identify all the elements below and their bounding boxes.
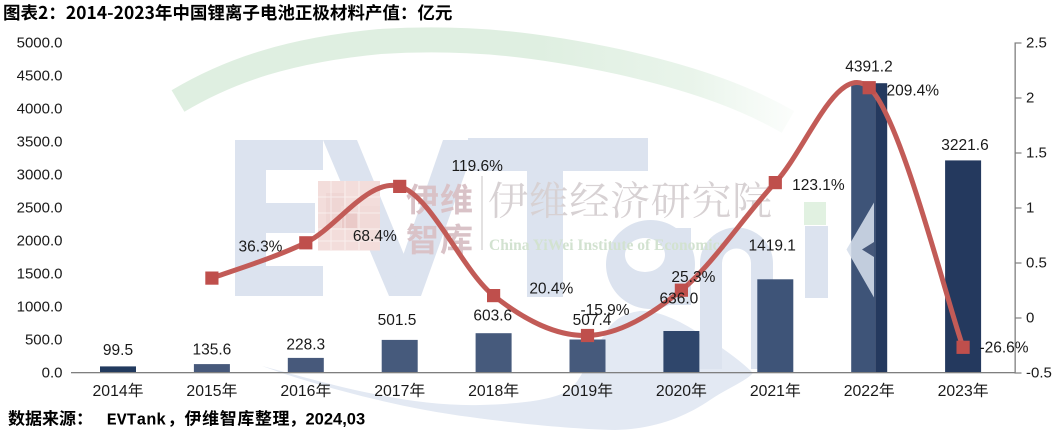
svg-text:0.5: 0.5 — [1026, 255, 1047, 272]
svg-text:1: 1 — [1026, 200, 1034, 217]
svg-text:2015: 2015 — [186, 383, 221, 400]
svg-text:4500.0: 4500.0 — [17, 68, 63, 85]
svg-text:2017: 2017 — [374, 383, 409, 400]
svg-text:209.4%: 209.4% — [887, 82, 940, 99]
svg-text:2: 2 — [1026, 90, 1034, 107]
svg-text:603.6: 603.6 — [473, 308, 512, 325]
svg-text:3000.0: 3000.0 — [17, 167, 63, 184]
svg-text:636.0: 636.0 — [660, 291, 699, 308]
svg-text:2000.0: 2000.0 — [17, 233, 63, 250]
svg-text:2024,03: 2024,03 — [306, 411, 366, 429]
svg-text:0: 0 — [1026, 310, 1034, 327]
svg-text:2019: 2019 — [562, 383, 597, 400]
svg-text:3221.6: 3221.6 — [941, 137, 988, 154]
svg-text:-0.5: -0.5 — [1026, 365, 1052, 382]
svg-text:2016: 2016 — [280, 383, 315, 400]
svg-text:-26.6%: -26.6% — [979, 340, 1028, 357]
svg-text:501.5: 501.5 — [378, 312, 417, 329]
svg-text:507.4: 507.4 — [573, 312, 612, 329]
svg-text:5000.0: 5000.0 — [17, 35, 63, 52]
svg-text:135.6: 135.6 — [193, 342, 232, 359]
svg-text:2022: 2022 — [844, 383, 879, 400]
svg-text:3500.0: 3500.0 — [17, 134, 63, 151]
svg-text:4391.2: 4391.2 — [845, 59, 892, 76]
svg-text:20.4%: 20.4% — [529, 281, 573, 298]
svg-text:1419.1: 1419.1 — [748, 238, 795, 255]
svg-text:123.1%: 123.1% — [792, 177, 845, 194]
svg-text:68.4%: 68.4% — [353, 228, 397, 245]
svg-text:1.5: 1.5 — [1026, 145, 1047, 162]
svg-text:500.0: 500.0 — [25, 332, 63, 349]
svg-text:2500.0: 2500.0 — [17, 200, 63, 217]
svg-text:2021: 2021 — [750, 383, 785, 400]
svg-text:2018: 2018 — [468, 383, 503, 400]
svg-text:2014: 2014 — [93, 383, 128, 400]
svg-text:4000.0: 4000.0 — [17, 101, 63, 118]
svg-text:1500.0: 1500.0 — [17, 266, 63, 283]
svg-text:China YiWei Institute of Econo: China YiWei Institute of Economics — [489, 237, 726, 254]
svg-text:0.0: 0.0 — [42, 365, 63, 382]
svg-text:2.5: 2.5 — [1026, 35, 1047, 52]
svg-text:119.6%: 119.6% — [451, 158, 503, 175]
svg-text:99.5: 99.5 — [103, 342, 133, 359]
svg-text:228.3: 228.3 — [286, 337, 325, 354]
svg-text:2020: 2020 — [656, 383, 691, 400]
svg-text:EVTank: EVTank — [107, 411, 167, 430]
svg-text:2023: 2023 — [938, 383, 973, 400]
svg-text:25.3%: 25.3% — [671, 269, 715, 286]
svg-text:1000.0: 1000.0 — [17, 299, 63, 316]
svg-text:-15.9%: -15.9% — [580, 302, 629, 319]
svg-text:36.3%: 36.3% — [239, 239, 283, 256]
